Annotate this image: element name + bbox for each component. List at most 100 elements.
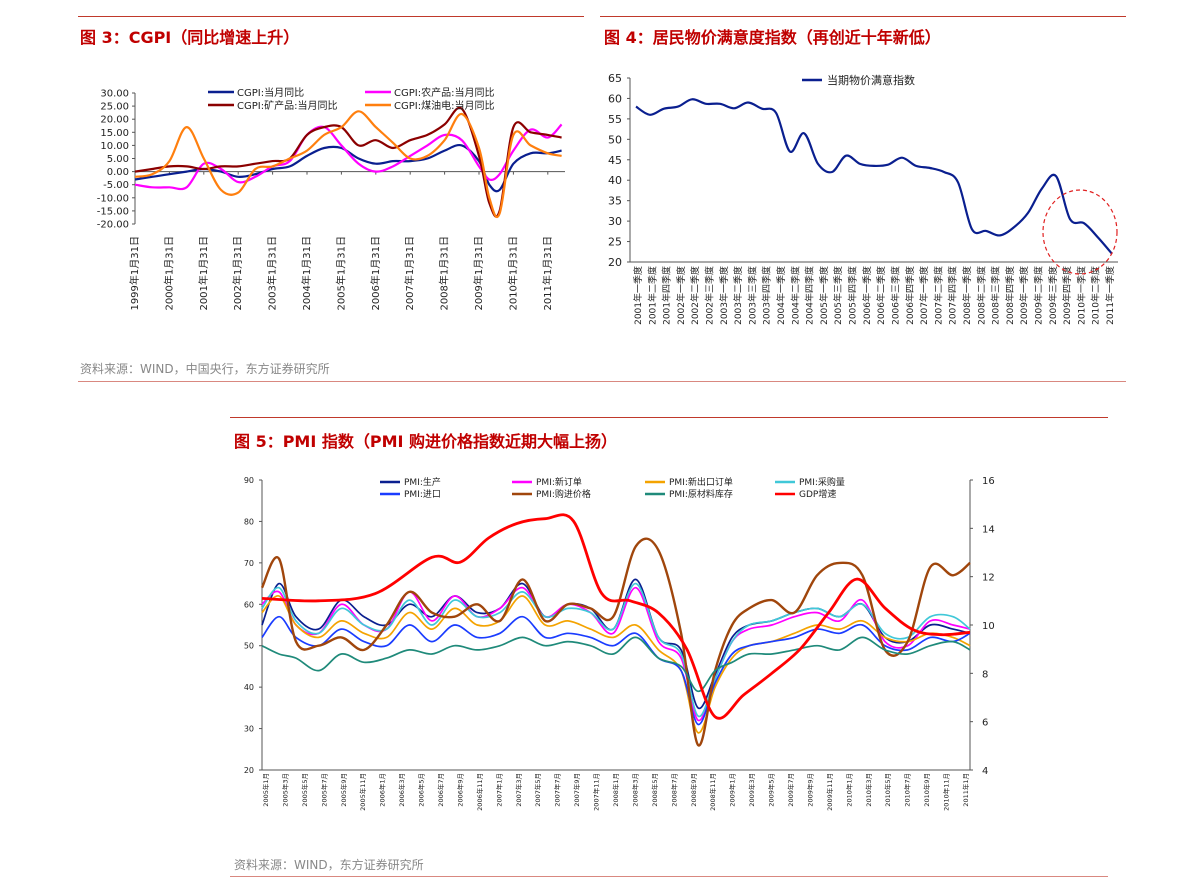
cgpi-x-tick-label: 2008年1月31日: [438, 236, 451, 311]
pmi-x-tick-label: 2009年5月: [767, 773, 776, 807]
pmi-x-tick-label: 2007年7月: [553, 773, 562, 807]
pmi-y-tick-label: 90: [244, 476, 254, 485]
pmi-y2-tick-label: 10: [982, 621, 995, 632]
top-bottom-rule: [78, 381, 1126, 382]
cgpi-y-tick-label: 20.00: [100, 115, 129, 126]
sat-x-tick-label: 2004年一季度: [775, 266, 787, 325]
sat-x-tick-label: 2005年四季度: [847, 266, 859, 325]
sat-x-tick-label: 2002年二季度: [689, 266, 701, 325]
sat-x-tick-label: 2005年一季度: [818, 266, 830, 325]
pmi-x-tick-label: 2005年11月: [358, 773, 367, 811]
pmi-x-tick-label: 2010年7月: [903, 773, 912, 807]
pmi-x-tick-label: 2009年1月: [728, 773, 737, 807]
pmi-legend-label: PMI:采购量: [799, 476, 845, 488]
pmi-x-tick-label: 2010年1月: [844, 773, 853, 807]
sat-y-tick-label: 35: [608, 195, 622, 208]
sat-x-tick-label: 2007年二季度: [932, 266, 944, 325]
pmi-series-line: [261, 595, 971, 734]
sat-series-line: [635, 98, 1113, 255]
pmi-x-tick-label: 2007年9月: [572, 773, 581, 807]
cgpi-x-tick-label: 2001年1月31日: [197, 236, 210, 311]
pmi-series-line: [260, 537, 971, 747]
sat-x-tick-label: 2008年二季度: [975, 266, 987, 325]
cgpi-x-tick-label: 2004年1月31日: [300, 236, 313, 311]
pmi-x-tick-label: 2010年3月: [864, 773, 873, 807]
pmi-y-tick-label: 50: [244, 642, 254, 651]
cgpi-y-tick-label: 5.00: [107, 154, 129, 165]
sat-y-tick-label: 40: [608, 174, 622, 187]
cgpi-y-tick-label: 30.00: [100, 89, 129, 100]
sat-x-tick-label: 2003年二季度: [732, 266, 744, 325]
bottom-rule: [230, 876, 1108, 877]
fig3-top-rule: [78, 16, 584, 17]
pmi-y2-tick-label: 14: [982, 524, 995, 535]
pmi-y-tick-label: 30: [244, 725, 254, 734]
cgpi-y-tick-label: -15.00: [97, 206, 129, 217]
sat-x-tick-label: 2010年二季度: [1090, 266, 1102, 325]
pmi-series-line: [261, 582, 971, 718]
fig3-title: 图 3：CGPI（同比增速上升）: [80, 28, 300, 47]
sat-y-tick-label: 20: [608, 256, 622, 269]
pmi-legend-label: PMI:原材料库存: [669, 488, 733, 500]
cgpi-x-tick-label: 2000年1月31日: [162, 236, 175, 311]
cgpi-x-tick-label: 2006年1月31日: [369, 236, 382, 311]
cgpi-series-line: [134, 123, 563, 191]
pmi-y-tick-label: 20: [244, 766, 254, 775]
cgpi-y-tick-label: -10.00: [97, 193, 129, 204]
cgpi-y-tick-label: 15.00: [100, 128, 129, 139]
cgpi-x-tick-label: 2011年1月31日: [541, 236, 554, 311]
pmi-x-tick-label: 2008年1月: [611, 773, 620, 807]
pmi-x-tick-label: 2005年1月: [261, 773, 270, 807]
sat-x-tick-label: 2003年四季度: [761, 266, 773, 325]
pmi-x-tick-label: 2009年7月: [786, 773, 795, 807]
cgpi-x-tick-label: 2007年1月31日: [403, 236, 416, 311]
sat-y-tick-label: 65: [608, 72, 622, 85]
sat-y-tick-label: 55: [608, 113, 622, 126]
pmi-series-line: [261, 513, 971, 720]
fig4-top-rule: [600, 16, 1126, 17]
sat-x-tick-label: 2011年一季度: [1104, 266, 1116, 325]
pmi-x-tick-label: 2010年5月: [883, 773, 892, 807]
pmi-y2-tick-label: 12: [982, 573, 995, 584]
pmi-x-tick-label: 2005年9月: [339, 773, 348, 807]
pmi-x-tick-label: 2006年1月: [378, 773, 387, 807]
sat-x-tick-label: 2002年三季度: [704, 266, 716, 325]
cgpi-x-tick-label: 2010年1月31日: [506, 236, 519, 311]
cgpi-series-line: [134, 110, 562, 219]
pmi-y2-tick-label: 4: [982, 766, 988, 777]
pmi-x-tick-label: 2005年3月: [280, 773, 289, 807]
sat-x-tick-label: 2009年四季度: [1061, 266, 1073, 325]
source-note-bottom: 资料来源：WIND，东方证券研究所: [234, 858, 424, 872]
pmi-x-tick-label: 2008年11月: [708, 773, 717, 811]
pmi-y2-tick-label: 8: [982, 669, 988, 680]
pmi-x-tick-label: 2007年1月: [494, 773, 503, 807]
sat-x-tick-label: 2006年三季度: [889, 266, 901, 325]
pmi-x-tick-label: 2006年3月: [397, 773, 406, 807]
cgpi-y-tick-label: 10.00: [100, 141, 129, 152]
pmi-x-tick-label: 2007年3月: [514, 773, 523, 807]
cgpi-x-tick-label: 2002年1月31日: [231, 236, 244, 311]
cgpi-chart: 30.00 25.00 20.00 15.00 10.00 5.00 0.00 -5.00 -1…: [97, 86, 565, 311]
sat-y-tick-label: 45: [608, 154, 622, 167]
fig5-title: 图 5：PMI 指数（PMI 购进价格指数近期大幅上扬）: [234, 432, 618, 451]
pmi-x-tick-label: 2008年3月: [630, 773, 639, 807]
sat-x-tick-label: 2001年二季度: [646, 266, 658, 325]
sat-y-tick-label: 50: [608, 133, 622, 146]
pmi-y-tick-label: 70: [244, 559, 254, 568]
pmi-legend-label: PMI:新订单: [536, 476, 582, 488]
pmi-x-tick-label: 2010年11月: [942, 773, 951, 811]
cgpi-x-tick-label: 2005年1月31日: [334, 236, 347, 311]
pmi-x-tick-label: 2005年5月: [300, 773, 309, 807]
sat-x-tick-label: 2009年三季度: [1047, 266, 1059, 325]
pmi-legend-label: GDP增速: [799, 488, 836, 500]
sat-x-tick-label: 2010年一季度: [1075, 266, 1087, 325]
pmi-x-tick-label: 2006年5月: [417, 773, 426, 807]
pmi-legend-label: PMI:生产: [404, 476, 441, 488]
pmi-y-tick-label: 80: [244, 517, 254, 526]
cgpi-x-tick-label: 2009年1月31日: [472, 236, 485, 311]
pmi-legend-label: PMI:进口: [404, 489, 441, 500]
pmi-x-tick-label: 2008年9月: [689, 773, 698, 807]
cgpi-y-tick-label: 0.00: [107, 167, 129, 178]
pmi-x-tick-label: 2005年7月: [319, 773, 328, 807]
